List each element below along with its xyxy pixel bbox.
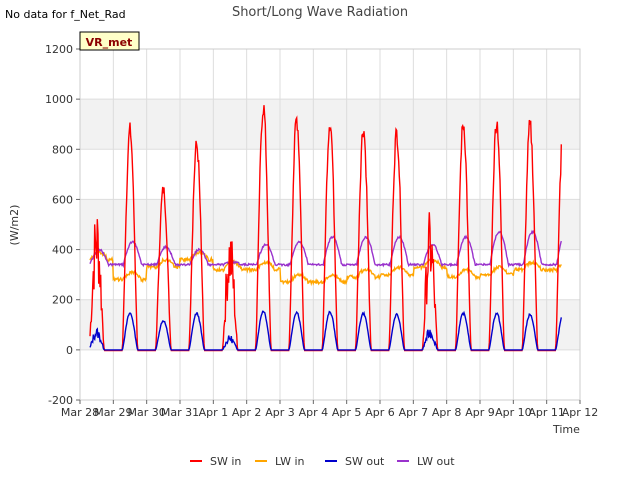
x-tick-label: Apr 5 (332, 406, 362, 419)
plot-band (80, 99, 580, 150)
badge: VR_met (79, 31, 140, 51)
y-tick-label: 200 (52, 294, 73, 307)
x-tick-label: Mar 30 (128, 406, 166, 419)
series-layer (89, 105, 562, 352)
x-tick-label: Apr 10 (495, 406, 532, 419)
x-axis-label: Time (552, 423, 580, 436)
x-tick-label: Mar 28 (61, 406, 99, 419)
x-tick-label: Apr 7 (399, 406, 429, 419)
series-line-lw-in (89, 249, 562, 287)
x-tick-label: Apr 3 (265, 406, 295, 419)
series-line-sw-out (89, 310, 562, 351)
plot-band (80, 299, 580, 350)
y-tick-label: 1000 (45, 93, 73, 106)
x-tick-label: Mar 31 (161, 406, 199, 419)
y-tick-label: 600 (52, 193, 73, 206)
chart-title: Short/Long Wave Radiation (232, 5, 408, 20)
legend-label: SW out (345, 455, 385, 468)
legend-label: LW out (417, 455, 455, 468)
badge-box (79, 31, 140, 51)
nodata-note: No data for f_Net_Rad (5, 8, 126, 21)
x-tick-label: Apr 1 (199, 406, 229, 419)
legend-label: LW in (275, 455, 305, 468)
y-axis-label: (W/m2) (8, 205, 21, 246)
legend: SW in LW in SW out LW out (190, 455, 455, 468)
x-tick-label: Apr 11 (528, 406, 565, 419)
badge-label: VR_met (86, 36, 133, 49)
x-tick-label: Apr 8 (432, 406, 462, 419)
y-tick-label: 1200 (45, 43, 73, 56)
x-tick-label: Apr 2 (232, 406, 262, 419)
y-tick-label: 400 (52, 244, 73, 257)
x-tick-label: Apr 4 (299, 406, 329, 419)
x-tick-label: Apr 9 (465, 406, 495, 419)
x-tick-label: Apr 6 (365, 406, 395, 419)
y-tick-label: 800 (52, 143, 73, 156)
y-tick-label: -200 (48, 394, 73, 407)
y-tick-label: 0 (66, 344, 73, 357)
plot-background (80, 49, 580, 400)
legend-label: SW in (210, 455, 241, 468)
x-tick-label: Mar 29 (94, 406, 132, 419)
plot-frame (79, 48, 581, 401)
x-tick-label: Apr 12 (562, 406, 599, 419)
